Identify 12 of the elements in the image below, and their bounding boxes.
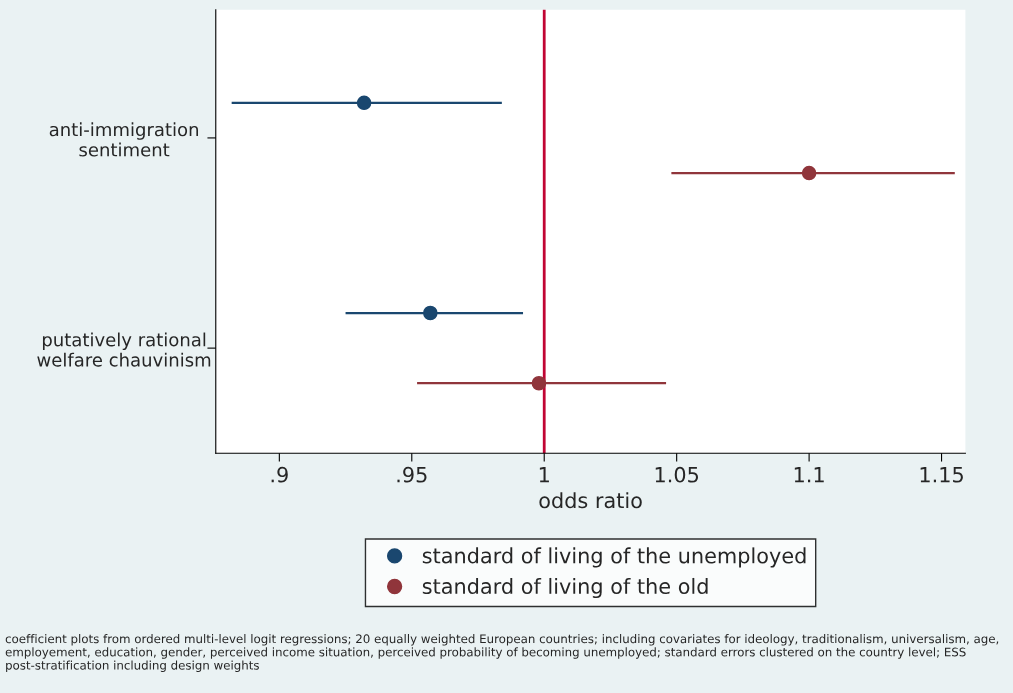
y-tick-label: anti-immigration sentiment <box>49 122 198 157</box>
y-tick-label: putatively rational welfare chauvinism <box>37 332 211 367</box>
x-axis-title: odds ratio <box>539 492 642 509</box>
x-tick-label: 1.15 <box>920 467 963 483</box>
x-tick-label: .95 <box>397 466 427 483</box>
legend-label: standard of living of the old <box>422 577 708 599</box>
x-tick-label: 1.05 <box>655 466 699 483</box>
x-tick-label: .9 <box>271 466 288 483</box>
x-tick-label: 1 <box>539 467 549 483</box>
x-tick-label: 1.1 <box>794 467 824 483</box>
legend-label: standard of living of the unemployed <box>422 547 806 568</box>
text: coefficient plots from ordered multi-level logit regressions; 20 equally weighted European countries; including covariates for ideology, traditionalism, universalism, age, employement, education, gender, perceived income situation, perceived probability of becoming unemployed; standard errors clustered on the country level; ESS post-stratification including design weights <box>5 634 999 672</box>
